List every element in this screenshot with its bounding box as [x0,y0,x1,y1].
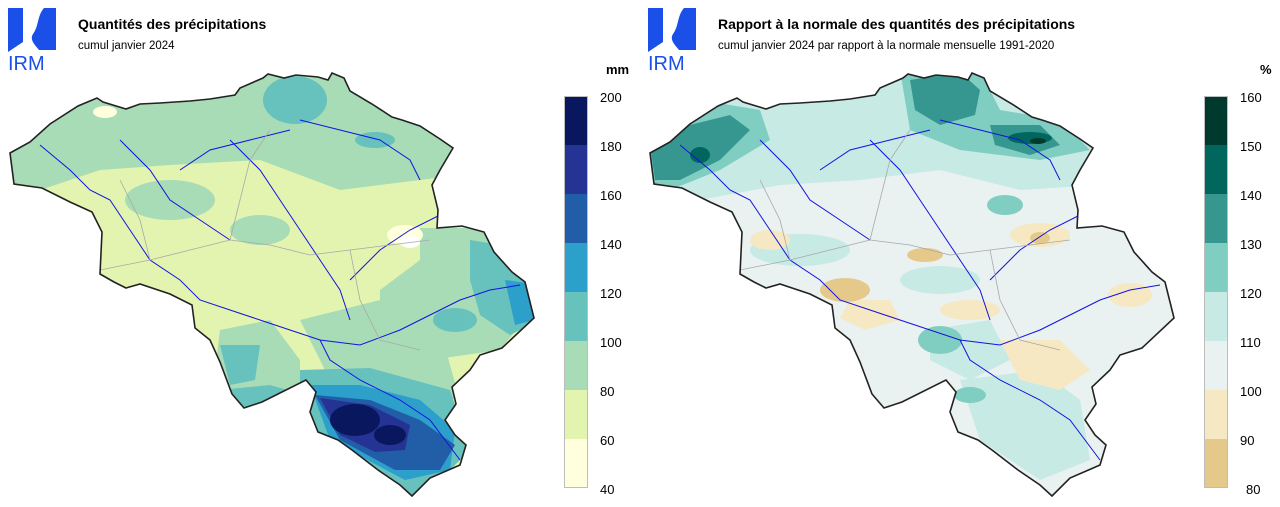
map-subtitle: cumul janvier 2024 [78,40,175,52]
legend-tick: 140 [1240,188,1262,203]
irm-logo: IRM [648,8,696,74]
legend-unit: % [1260,62,1272,77]
irm-logo-text: IRM [8,53,45,74]
legend-tick: 200 [600,90,622,105]
legend-bin [564,194,588,243]
irm-logo: IRM [8,8,56,74]
legend-tick: 80 [1246,482,1261,497]
legend-bin [564,292,588,341]
map-title: Rapport à la normale des quantités des p… [718,16,1076,32]
legend-bin [1204,96,1228,145]
legend-tick: 130 [1240,237,1262,252]
legend-bin [564,145,588,194]
legend-tick: 160 [1240,90,1262,105]
legend-tick: 180 [600,139,622,154]
legend-tick: 60 [600,433,615,448]
legend-tick: 80 [600,384,615,399]
map-subtitle: cumul janvier 2024 par rapport à la norm… [718,40,1055,52]
ratio-legend [1204,96,1228,488]
legend-bin [1204,243,1228,292]
legend-tick: 120 [600,286,622,301]
legend-bin [1204,194,1228,243]
legend-tick: 110 [1240,335,1261,350]
legend-bin [564,243,588,292]
legend-bin [564,96,588,145]
legend-tick: 160 [600,188,622,203]
legend-bin [564,439,588,488]
belgium-precipitation-map [9,72,535,497]
legend-bin [564,341,588,390]
legend-unit: mm [606,62,630,77]
belgium-ratio-map [649,72,1175,497]
legend-bin [1204,439,1228,488]
legend-tick: 100 [1240,384,1262,399]
legend-tick: 140 [600,237,622,252]
precipitation-legend [564,96,588,488]
legend-tick: 150 [1240,139,1262,154]
precipitation-panel: IRM Quantités des précipitations cumul j… [8,8,630,497]
legend-bin [1204,292,1228,341]
irm-logo-text: IRM [648,53,685,74]
legend-bin [1204,341,1228,390]
legend-bin [564,390,588,439]
map-title: Quantités des précipitations [78,16,267,32]
legend-tick: 120 [1240,286,1262,301]
legend-tick: 100 [600,335,622,350]
legend-tick: 90 [1240,433,1255,448]
legend-tick: 40 [600,482,615,497]
legend-bin [1204,145,1228,194]
legend-bin [1204,390,1228,439]
ratio-to-normal-panel: IRM Rapport à la normale des quantités d… [640,0,1280,507]
